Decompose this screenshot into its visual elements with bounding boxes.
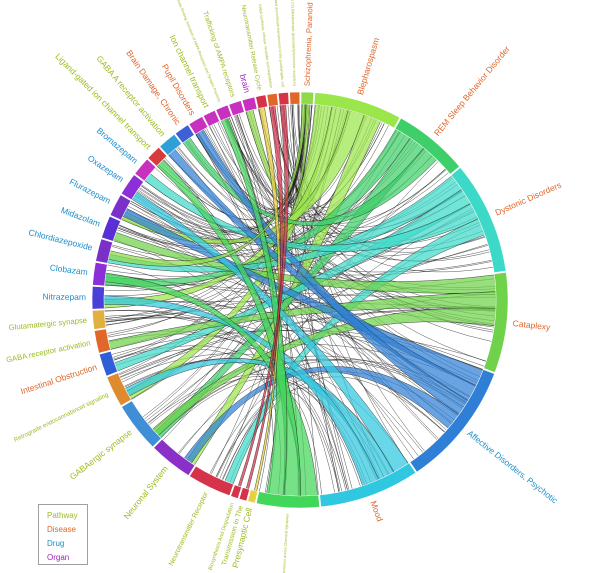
label-mood: Mood — [368, 499, 385, 523]
label-blepharospasm: Blepharospasm — [355, 36, 381, 95]
arc-pupil-disorders — [188, 116, 209, 135]
arc-affective-disorders-psychotic — [409, 369, 495, 473]
chord-line — [119, 243, 488, 378]
node-arcs — [91, 91, 509, 509]
arc-bromazepam — [134, 158, 157, 182]
arc-gaba-synthesis-release-reuptake-and-degr — [266, 92, 279, 107]
arc-neuronal-system — [153, 438, 196, 476]
label-neuronal-system: Neuronal System — [121, 464, 169, 521]
arc-mood — [319, 462, 417, 508]
arc-clobazam — [92, 261, 108, 287]
arc-retrograde-endocannabinoid-signaling — [106, 372, 132, 407]
label-rem-sleep-behavior-disorder: REM Sleep Behavior Disorder — [432, 44, 512, 138]
legend-item-disease: Disease — [47, 525, 76, 534]
arc-schizophrenia-paranoid — [300, 91, 315, 105]
arc-oxazepam — [120, 174, 145, 201]
label-brain: brain — [238, 73, 252, 94]
legend-item-drug: Drug — [47, 539, 65, 548]
arc-intestinal-obstruction — [98, 350, 118, 377]
chord-line — [226, 118, 490, 261]
legend-item-pathway: Pathway — [47, 511, 78, 520]
arc-gaba-a-receptor-activation — [159, 133, 182, 156]
arc-brain — [241, 96, 258, 113]
label-gabaergic-synapse: GABAergic synapse — [68, 427, 134, 482]
arc-flurazepam — [109, 194, 132, 221]
arc-presynaptic-cell — [247, 489, 259, 504]
arc-biosynthesis-and-degradation — [230, 484, 242, 499]
arc-gaba-receptor-activation — [93, 328, 111, 354]
label-oxazepam: Oxazepam — [86, 153, 126, 184]
label-schizophrenia-paranoid: Schizophrenia, Paranoid — [303, 2, 315, 86]
label-flurazepam: Flurazepam — [68, 176, 112, 205]
arc-rem-sleep-behavior-disorder — [394, 117, 460, 175]
label-dystonic-disorders: Dystonic Disorders — [494, 180, 563, 218]
arc-dystonic-disorders — [450, 167, 507, 274]
label-gaba-receptor-activation: GABA receptor activation — [5, 338, 91, 364]
arc-cataplexy — [483, 271, 509, 373]
arc-blepharospasm — [313, 92, 401, 129]
label-transmission-across-chemical-synapses: Transmission across Chemical Synapses — [282, 513, 290, 573]
arc-glutamatergic-synapse — [91, 309, 107, 330]
arc-neurotransmitter-receptor — [189, 465, 234, 497]
arc-neurotransmitter-receptor-binding-and-do — [277, 92, 290, 106]
label-intestinal-obstruction: Intestinal Obstruction — [19, 362, 98, 397]
chord-line — [104, 284, 446, 433]
label-class-c-3-metabotropic-glutamate-pheromo: Class C/3 (Metabotropic glutamate/pherom… — [290, 0, 296, 86]
label-neurotransmitter-receptor: Neurotransmitter Receptor — [168, 490, 210, 567]
label-affective-disorders-psychotic: Affective Disorders, Psychotic — [465, 428, 560, 506]
legend: Pathway Disease Drug Organ — [38, 504, 88, 565]
arc-transmission-in-the — [238, 487, 250, 502]
arc-glutamate-binding-activation-of-ampa-rec — [215, 104, 233, 122]
chord-line — [137, 189, 459, 417]
arc-ion-channel-transport — [202, 109, 221, 127]
arc-nitrazepam — [91, 285, 105, 310]
label-midazolam: Midazolam — [60, 205, 102, 229]
label-chlordiazepoxide: Chlordiazepoxide — [28, 227, 94, 253]
chord-line — [195, 134, 438, 441]
label-retrograde-endocannabinoid-signaling: Retrograde endocannabinoid signaling — [13, 391, 110, 443]
arc-gabaergic-synapse — [121, 400, 162, 448]
chord-line — [225, 118, 487, 362]
arc-ligand-gated-ion-channel-transport — [147, 146, 168, 167]
arc-class-c-3-metabotropic-glutamate-pheromo — [289, 91, 301, 105]
chord-line — [139, 168, 447, 240]
arc-neurotransmitter-release-cycle — [255, 94, 268, 109]
legend-item-organ: Organ — [47, 553, 70, 562]
arc-trafficking-of-ampa-receptors — [228, 100, 245, 117]
arc-transmission-across-chemical-synapses — [255, 491, 320, 509]
label-nitrazepam: Nitrazepam — [43, 291, 87, 301]
label-trafficking-of-ampa-receptors: Trafficking of AMPA receptors — [201, 10, 236, 98]
arc-chlordiazepoxide — [95, 238, 114, 264]
label-cataplexy: Cataplexy — [512, 318, 551, 332]
chord-line — [105, 317, 446, 433]
arc-brain-damage-chronic — [174, 124, 195, 144]
chord-line — [221, 387, 395, 480]
arc-midazolam — [101, 215, 121, 242]
ribbon-links — [103, 103, 497, 497]
chord-line — [117, 190, 464, 257]
label-clobazam: Clobazam — [49, 262, 88, 277]
label-glutamatergic-synapse: Glutamatergic synapse — [8, 316, 87, 333]
